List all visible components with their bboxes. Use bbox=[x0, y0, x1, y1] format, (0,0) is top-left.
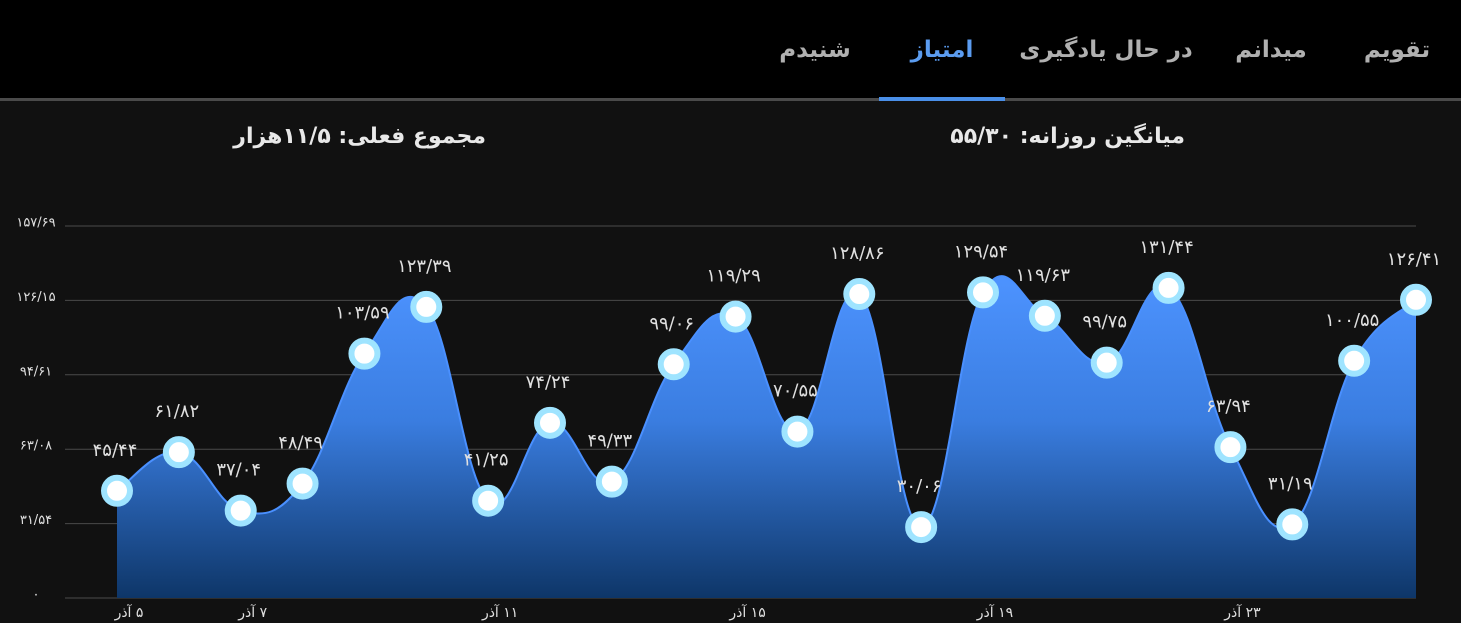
current-total: مجموع فعلی: ۱۱/۵هزار bbox=[233, 124, 486, 149]
data-point bbox=[781, 415, 814, 448]
data-point bbox=[1338, 344, 1371, 377]
x-tick-label: ۲۳ آذر bbox=[1223, 604, 1261, 621]
x-tick-label: ۱۹ آذر bbox=[976, 604, 1013, 621]
y-tick-label: ۱۵۷/۶۹ bbox=[16, 216, 55, 231]
data-label: ۶۳/۹۴ bbox=[1206, 396, 1251, 417]
data-label: ۱۳۱/۴۴ bbox=[1139, 237, 1193, 258]
y-tick-label: ۰ bbox=[33, 588, 40, 603]
data-label: ۳۰/۰۶ bbox=[897, 476, 942, 497]
data-point bbox=[657, 348, 690, 381]
y-tick-label: ۳۱/۵۴ bbox=[20, 513, 52, 528]
x-tick-label: ۷ آذر bbox=[237, 604, 267, 621]
x-tick-label: ۱۱ آذر bbox=[481, 604, 518, 621]
tab[interactable]: میدانم bbox=[1235, 37, 1307, 63]
y-tick-label: ۹۴/۶۱ bbox=[20, 364, 52, 379]
data-label: ۳۷/۰۴ bbox=[216, 460, 261, 481]
data-point bbox=[843, 278, 876, 311]
tab[interactable]: امتیاز bbox=[879, 0, 1005, 101]
x-tick-label: ۱۵ آذر bbox=[728, 604, 765, 621]
data-label: ۴۵/۴۴ bbox=[93, 440, 138, 461]
data-label: ۱۲۳/۳۹ bbox=[397, 256, 451, 277]
data-point bbox=[595, 465, 628, 498]
data-point bbox=[967, 276, 999, 309]
data-label: ۱۲۸/۸۶ bbox=[830, 243, 884, 264]
data-label: ۱۱۹/۶۳ bbox=[1016, 265, 1071, 286]
data-point bbox=[162, 436, 195, 469]
data-label: ۷۴/۲۴ bbox=[526, 372, 571, 393]
tab[interactable]: تقویم bbox=[1363, 37, 1431, 63]
data-point bbox=[1152, 271, 1185, 304]
data-label: ۱۲۹/۵۴ bbox=[954, 241, 1008, 262]
data-point bbox=[472, 484, 505, 517]
data-label: ۴۱/۲۵ bbox=[464, 450, 509, 471]
data-label: ۹۹/۷۵ bbox=[1082, 312, 1127, 333]
data-label: ۱۰۰/۵۵ bbox=[1325, 310, 1379, 331]
area bbox=[117, 276, 1416, 598]
data-point bbox=[1090, 346, 1123, 379]
data-label: ۴۹/۳۳ bbox=[587, 431, 632, 452]
tab-bar: تقویم میدانم در حال یادگیری امتیاز شنیدم bbox=[0, 0, 1461, 101]
data-label: ۳۱/۱۹ bbox=[1268, 473, 1313, 494]
data-point bbox=[348, 337, 381, 370]
data-label: ۶۱/۸۲ bbox=[154, 401, 199, 422]
data-label: ۷۰/۵۵ bbox=[773, 381, 818, 402]
data-point bbox=[1028, 299, 1061, 332]
data-point bbox=[224, 494, 257, 527]
data-point bbox=[286, 467, 319, 500]
data-point bbox=[1276, 508, 1309, 541]
data-point bbox=[410, 290, 443, 323]
data-point bbox=[1214, 431, 1247, 464]
y-tick-label: ۶۳/۰۸ bbox=[20, 439, 52, 454]
daily-average: میانگین روزانه: ۵۵/۳۰ bbox=[950, 124, 1185, 149]
data-label: ۹۹/۰۶ bbox=[649, 313, 694, 334]
data-point bbox=[905, 511, 938, 544]
y-tick-label: ۱۲۶/۱۵ bbox=[16, 290, 55, 305]
data-point bbox=[719, 300, 752, 333]
data-label: ۱۰۳/۵۹ bbox=[335, 303, 389, 324]
data-point bbox=[534, 406, 566, 439]
tab[interactable]: شنیدم bbox=[779, 37, 851, 63]
data-label: ۴۸/۴۹ bbox=[278, 433, 323, 454]
data-point bbox=[1400, 283, 1432, 316]
x-tick-label: ۵ آذر bbox=[114, 604, 144, 621]
data-label: ۱۱۹/۲۹ bbox=[706, 266, 760, 287]
data-point bbox=[101, 474, 133, 507]
tab[interactable]: در حال یادگیری bbox=[1019, 37, 1193, 63]
data-label: ۱۲۶/۴۱ bbox=[1387, 249, 1441, 270]
